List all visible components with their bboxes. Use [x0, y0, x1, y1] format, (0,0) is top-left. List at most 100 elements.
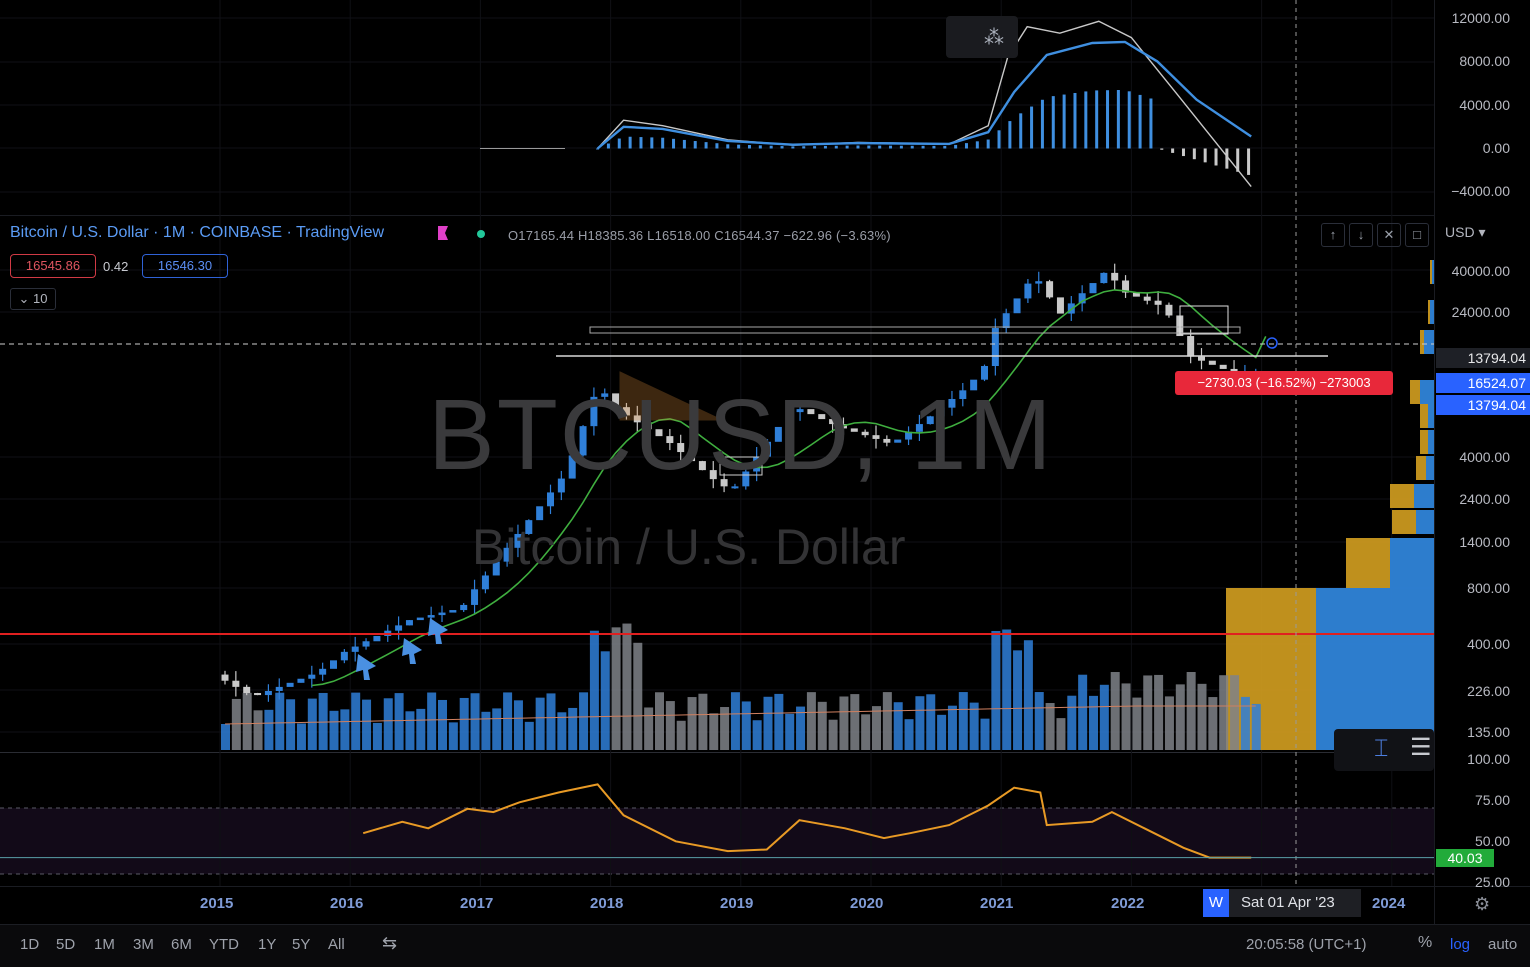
volume-bar [969, 702, 979, 750]
currency-selector[interactable]: USD ▾ [1445, 224, 1486, 240]
volume-bar [644, 707, 654, 750]
volume-bar [1175, 684, 1185, 750]
range-1y-button[interactable]: 1Y [258, 936, 277, 953]
profile-bin [1410, 380, 1420, 404]
list-icon[interactable]: ☰ [1410, 734, 1432, 761]
volume-bar [980, 718, 990, 750]
range-ytd-button[interactable]: YTD [209, 936, 239, 953]
moving-average [311, 289, 1267, 687]
candle [612, 393, 620, 408]
volume-bar [264, 709, 274, 750]
flag-icon[interactable] [438, 226, 448, 240]
candle [362, 641, 370, 647]
settings-gear-icon[interactable]: ⚙ [1474, 894, 1491, 914]
candle [395, 625, 403, 631]
object-tree-button[interactable]: ⁂ [946, 16, 1018, 58]
volume-bar [1164, 696, 1174, 750]
macd-histogram-bar [1236, 148, 1240, 172]
volume-bar [785, 713, 795, 750]
candle [655, 429, 663, 437]
volume-bar [503, 692, 513, 750]
macd-tick: −4000.00 [1451, 183, 1510, 199]
volume-bar [513, 700, 523, 750]
candle [481, 575, 489, 590]
candle [579, 426, 587, 456]
text-cursor-icon[interactable]: ⌶ [1374, 735, 1389, 762]
range-1m-button[interactable]: 1M [94, 936, 115, 953]
price-tick: 1400.00 [1459, 534, 1510, 550]
candle [818, 414, 826, 420]
profile-bin [1426, 456, 1434, 480]
percent-scale-toggle[interactable]: % [1418, 934, 1433, 951]
candle [427, 615, 435, 618]
range-all-button[interactable]: All [328, 936, 345, 953]
auto-scale-toggle[interactable]: auto [1488, 936, 1518, 953]
volume-bar [850, 694, 860, 750]
candle [1013, 298, 1021, 314]
move-down-button[interactable]: ↓ [1349, 223, 1373, 247]
volume-bar [611, 627, 621, 750]
remove-pane-button[interactable]: ✕ [1377, 223, 1401, 247]
range-6m-button[interactable]: 6M [171, 936, 192, 953]
candle [1111, 272, 1119, 281]
candle [850, 428, 858, 432]
macd-tick: 8000.00 [1459, 53, 1510, 69]
crosshair-date-label: W Sat 01 Apr '23 [1203, 889, 1361, 917]
range-1d-button[interactable]: 1D [20, 936, 40, 953]
macd-histogram-bar [1160, 148, 1164, 150]
macd-histogram-bar [747, 145, 751, 149]
volume-bar [633, 642, 643, 750]
symbol-title[interactable]: Bitcoin / U.S. Dollar · 1M · COINBASE · … [10, 224, 385, 241]
candle [731, 486, 739, 489]
candle [688, 452, 696, 462]
volume-bar [1013, 650, 1023, 750]
macd-histogram-bar [943, 145, 947, 149]
price-tick: 400.00 [1467, 636, 1510, 652]
macd-histogram-bar [1030, 106, 1034, 149]
candle [764, 441, 771, 457]
macd-histogram-bar [661, 137, 665, 149]
profile-bin [1414, 484, 1434, 508]
range-5d-button[interactable]: 5D [56, 936, 76, 953]
candle [525, 520, 533, 534]
maximize-pane-button[interactable]: □ [1405, 223, 1429, 247]
macd-histogram-bar [1247, 148, 1251, 175]
candle [536, 506, 544, 521]
macd-histogram-bar [769, 145, 773, 149]
macd-histogram-bar [1214, 148, 1218, 166]
log-scale-toggle[interactable]: log [1450, 936, 1471, 953]
rsi-tick: 75.00 [1474, 792, 1510, 808]
volume-bar [1197, 683, 1207, 750]
macd-histogram-bar [1192, 148, 1196, 160]
candle [221, 674, 229, 681]
range-5y-button[interactable]: 5Y [292, 936, 311, 953]
drawings[interactable] [0, 0, 1434, 886]
candle [438, 612, 446, 616]
profile-bin [1390, 484, 1414, 508]
macd-signal-line [597, 20, 1252, 188]
move-up-button[interactable]: ↑ [1321, 223, 1345, 247]
indicator-collapse-button[interactable]: ⌄ 10 [10, 288, 56, 310]
volume-bar [557, 712, 567, 750]
bid-price-button[interactable]: 16545.86 [10, 254, 96, 278]
volume-bar [1078, 674, 1088, 750]
date-range-icon[interactable]: ⇆ [382, 933, 398, 953]
ask-price-button[interactable]: 16546.30 [142, 254, 228, 278]
volume-bar [893, 702, 903, 750]
candle [1089, 283, 1097, 294]
volume-bar [242, 692, 252, 750]
time-label: 2016 [330, 895, 364, 912]
macd-histogram-bar [823, 145, 827, 149]
clock-timezone[interactable]: 20:05:58 (UTC+1) [1246, 936, 1367, 953]
range-3m-button[interactable]: 3M [133, 936, 154, 953]
candle [1198, 356, 1205, 361]
profile-bin [1432, 260, 1434, 284]
drawing-panel[interactable]: ⌶ ☰ [1334, 729, 1434, 771]
macd-histogram-bar [1149, 98, 1153, 149]
resistance-zone [589, 326, 1241, 334]
candle [1035, 281, 1043, 284]
profile-bin [1420, 404, 1428, 428]
candle [991, 328, 999, 367]
candle [905, 431, 913, 440]
